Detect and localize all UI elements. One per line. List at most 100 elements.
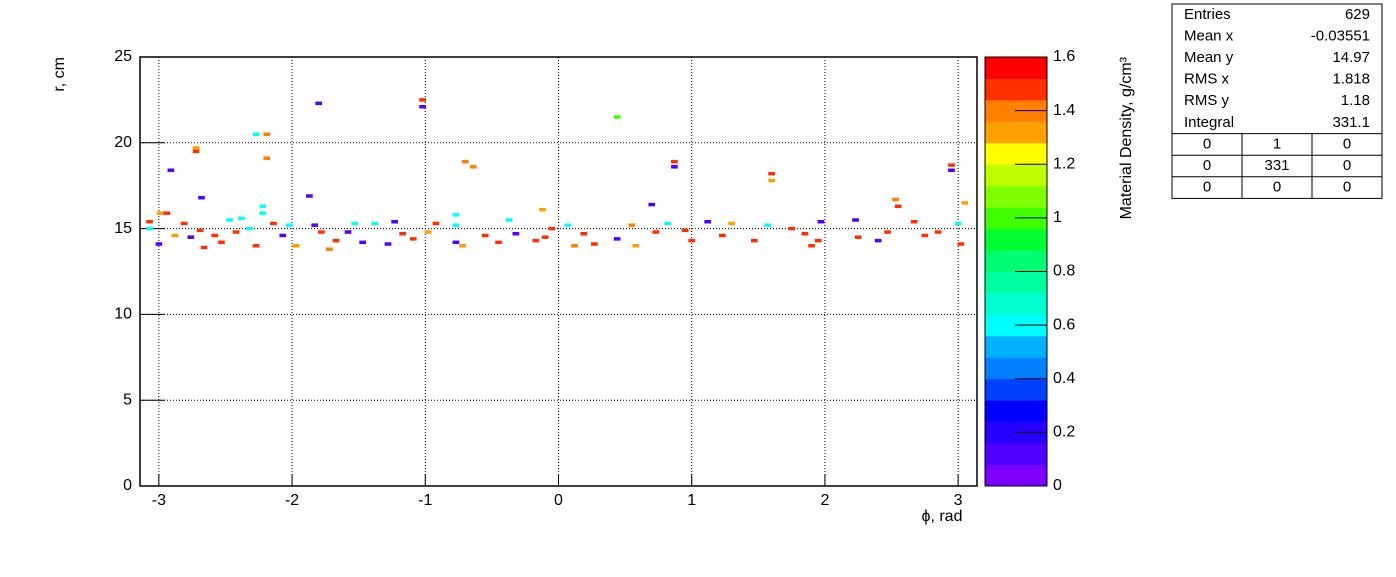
cell bbox=[259, 204, 267, 209]
palette-band bbox=[985, 250, 1047, 272]
stat-cell: 0 bbox=[1273, 179, 1281, 196]
y-tick-label: 0 bbox=[123, 477, 132, 494]
stat-label: RMS x bbox=[1184, 71, 1230, 88]
stat-label: Mean y bbox=[1184, 49, 1234, 66]
stats-box: Entries 629 Mean x -0.03551 Mean y 14.97 RMS x… bbox=[1171, 3, 1383, 199]
cell bbox=[541, 235, 549, 239]
cell bbox=[155, 242, 163, 246]
palette-band bbox=[985, 335, 1047, 358]
palette-band bbox=[985, 78, 1047, 101]
palette-band bbox=[985, 121, 1047, 144]
palette-band bbox=[985, 185, 1047, 208]
cell bbox=[351, 221, 359, 226]
cell bbox=[934, 230, 942, 234]
cell bbox=[564, 223, 572, 227]
cell bbox=[954, 221, 962, 226]
cell bbox=[252, 244, 260, 248]
stat-cell: 331 bbox=[1264, 157, 1289, 174]
cell bbox=[371, 221, 379, 226]
stats-frame bbox=[1171, 3, 1383, 199]
cell bbox=[652, 230, 660, 234]
cell bbox=[226, 218, 233, 222]
x-tick-label: 0 bbox=[554, 492, 563, 509]
cell bbox=[817, 219, 825, 224]
stat-cell: 0 bbox=[1203, 135, 1211, 152]
cell bbox=[146, 226, 153, 231]
cell bbox=[315, 101, 323, 106]
cell bbox=[246, 226, 253, 231]
cell bbox=[628, 223, 636, 227]
cell bbox=[613, 115, 621, 119]
cell bbox=[270, 221, 277, 226]
z-tick-label: 0.2 bbox=[1053, 424, 1075, 441]
y-axis-label: r, cm bbox=[51, 57, 68, 92]
cell bbox=[892, 197, 899, 202]
cell bbox=[263, 132, 271, 136]
x-axis-label: ϕ, rad bbox=[922, 508, 963, 525]
x-tick-label: -3 bbox=[152, 492, 166, 509]
cell bbox=[192, 149, 200, 154]
cell bbox=[571, 244, 578, 248]
z-tick-label: 1 bbox=[1053, 209, 1062, 226]
cell bbox=[957, 242, 965, 246]
cell bbox=[948, 163, 955, 167]
cell bbox=[481, 233, 489, 238]
cell bbox=[894, 204, 902, 209]
y-tick-label: 15 bbox=[114, 220, 132, 237]
cell bbox=[180, 221, 188, 226]
stat-cell: 0 bbox=[1343, 157, 1351, 174]
y-tick-label: 20 bbox=[114, 134, 132, 151]
stat-label: Mean x bbox=[1184, 27, 1234, 44]
palette-band bbox=[985, 464, 1047, 487]
cell bbox=[196, 228, 204, 233]
stat-value: -0.03551 bbox=[1311, 27, 1370, 44]
cell bbox=[548, 226, 556, 231]
cell bbox=[910, 219, 918, 224]
palette-band bbox=[985, 378, 1047, 401]
cell bbox=[688, 238, 696, 243]
cell bbox=[279, 233, 287, 238]
cell bbox=[409, 237, 417, 241]
cell bbox=[591, 242, 598, 246]
z-tick-label: 0 bbox=[1053, 477, 1062, 494]
cell bbox=[192, 146, 200, 150]
cell bbox=[539, 207, 546, 212]
palette-band bbox=[985, 357, 1047, 380]
cell bbox=[259, 211, 267, 215]
cell bbox=[311, 223, 319, 227]
cell bbox=[719, 233, 726, 238]
cell bbox=[495, 240, 502, 245]
cell bbox=[399, 231, 406, 236]
cell bbox=[961, 201, 969, 205]
cell bbox=[286, 223, 293, 227]
stat-value: 14.97 bbox=[1332, 49, 1370, 66]
cell bbox=[452, 223, 460, 227]
cell bbox=[764, 223, 771, 227]
cell bbox=[704, 219, 712, 224]
cell bbox=[344, 230, 352, 234]
stat-value: 629 bbox=[1345, 6, 1370, 23]
cell bbox=[200, 245, 208, 250]
cell bbox=[419, 98, 426, 102]
cell bbox=[419, 105, 426, 109]
cell bbox=[750, 238, 758, 243]
stat-label: RMS y bbox=[1184, 92, 1230, 109]
cell bbox=[671, 159, 678, 164]
cell bbox=[167, 168, 175, 173]
stat-cell: 0 bbox=[1203, 157, 1211, 174]
cell bbox=[648, 202, 656, 207]
stat-cell: 1 bbox=[1273, 135, 1281, 152]
x-tick-label: 1 bbox=[687, 492, 696, 509]
x-tick-label: -2 bbox=[285, 492, 299, 509]
cell bbox=[163, 211, 171, 215]
cell bbox=[613, 237, 621, 241]
cell bbox=[532, 238, 540, 243]
cell bbox=[252, 132, 260, 136]
palette-band bbox=[985, 164, 1047, 187]
z-tick-label: 0.6 bbox=[1053, 316, 1075, 333]
cell bbox=[326, 247, 333, 251]
x-tick-label: -1 bbox=[418, 492, 432, 509]
palette-band bbox=[985, 443, 1047, 466]
cell bbox=[852, 218, 859, 222]
